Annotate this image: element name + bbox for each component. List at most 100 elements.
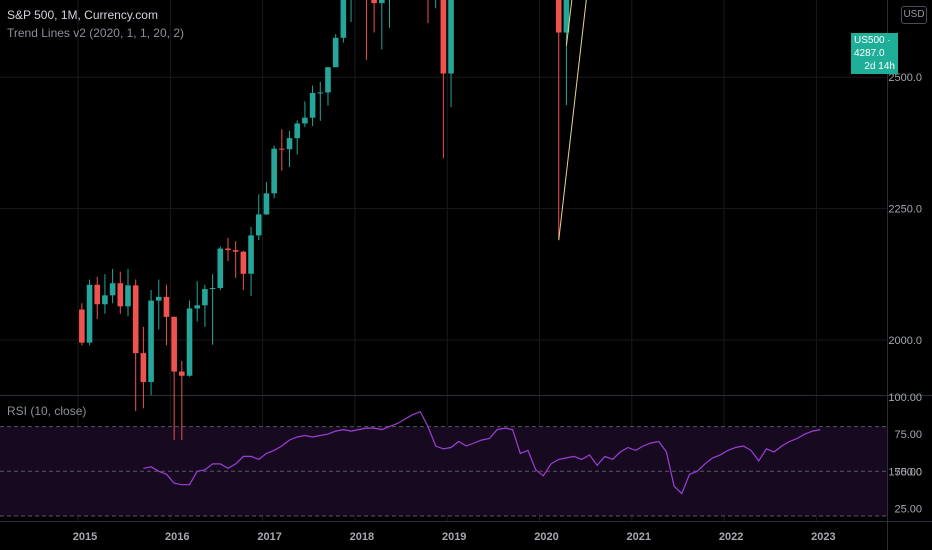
candle xyxy=(440,0,447,159)
currency-badge[interactable]: USD xyxy=(901,6,927,24)
rsi-band xyxy=(0,426,887,517)
price-tick-label: 2500.0 xyxy=(888,72,922,84)
candle xyxy=(232,241,239,278)
candle xyxy=(202,284,208,327)
time-axis[interactable]: 2015 2016 2017 2018 2019 2020 2021 2022 2023 xyxy=(73,531,836,543)
candle-body xyxy=(302,117,308,124)
rsi-series xyxy=(143,410,821,495)
rsi-tick-label: 25.00 xyxy=(894,504,922,516)
candle xyxy=(317,81,324,121)
candle xyxy=(86,279,93,346)
candle-body xyxy=(102,295,108,305)
candle xyxy=(371,0,377,33)
candle xyxy=(340,0,347,43)
candle-body xyxy=(94,284,101,305)
bar-countdown: 2d 14h xyxy=(864,61,895,72)
candle xyxy=(163,284,170,346)
candle xyxy=(194,281,201,322)
chart-title: S&P 500, 1M, Currency.com xyxy=(7,8,158,22)
candle-body xyxy=(555,0,562,33)
candle-body xyxy=(448,0,454,74)
price-tick-label: 2000.0 xyxy=(888,335,922,347)
rsi-tick-label: 50.00 xyxy=(894,466,922,478)
last-price-value: 4287.0 xyxy=(854,48,885,59)
candle-body xyxy=(117,283,124,307)
year-tick-label: 2022 xyxy=(719,531,743,543)
candle xyxy=(155,279,162,330)
year-tick-label: 2019 xyxy=(442,531,466,543)
candle-body xyxy=(86,284,93,343)
candle-body xyxy=(125,285,131,307)
price-axis[interactable]: 1750.02000.02250.02500.02750.03000.03250… xyxy=(888,0,922,478)
candle-body xyxy=(248,235,254,274)
candle xyxy=(79,303,85,346)
candle xyxy=(248,226,254,296)
price-candles xyxy=(79,0,570,440)
candle xyxy=(279,129,285,171)
price-tick-label: 1750.0 xyxy=(888,466,922,478)
candle xyxy=(94,276,101,319)
candle xyxy=(263,181,270,215)
year-tick-label: 2018 xyxy=(350,531,374,543)
candle xyxy=(240,250,247,291)
year-tick-label: 2020 xyxy=(534,531,558,543)
candle xyxy=(563,0,570,106)
candle-body xyxy=(202,289,208,306)
candle-body xyxy=(325,67,331,93)
candle-body xyxy=(371,0,377,4)
candle-body xyxy=(379,0,385,4)
candle-body xyxy=(186,308,193,376)
candle xyxy=(209,274,216,345)
candle xyxy=(255,194,262,241)
last-price-tag: US500 · 4287.0 2d 14h xyxy=(851,33,898,74)
candle xyxy=(435,0,437,9)
candle xyxy=(117,271,124,314)
year-tick-label: 2015 xyxy=(73,531,97,543)
candle xyxy=(109,269,116,304)
candle-body xyxy=(209,287,216,290)
candle xyxy=(294,120,301,155)
candle-body xyxy=(263,193,270,215)
candle xyxy=(427,0,429,24)
candle xyxy=(171,316,177,440)
candle xyxy=(132,279,139,411)
rsi-line xyxy=(143,410,821,495)
candle xyxy=(309,85,316,127)
candle xyxy=(365,0,367,60)
candle-body xyxy=(79,309,85,343)
year-tick-label: 2023 xyxy=(811,531,835,543)
last-price-symbol: US500 xyxy=(854,35,885,46)
candle xyxy=(350,0,352,23)
candle-body xyxy=(332,37,339,68)
candle-body xyxy=(148,300,154,383)
candle xyxy=(217,246,224,291)
candle xyxy=(179,361,185,440)
candle-body xyxy=(179,371,185,376)
candle-body xyxy=(155,296,162,301)
indicator-label[interactable]: Trend Lines v2 (2020, 1, 1, 20, 2) xyxy=(7,26,184,40)
candle xyxy=(286,130,293,168)
candle-body xyxy=(232,250,239,252)
rsi-tick-label: 75.00 xyxy=(894,429,922,441)
candle xyxy=(379,0,385,50)
rsi-tick-label: 100.00 xyxy=(888,392,922,404)
candle-body xyxy=(225,248,231,251)
candle xyxy=(302,101,308,128)
candle-body xyxy=(340,0,347,38)
candle xyxy=(271,145,277,199)
candle-body xyxy=(563,0,570,33)
rsi-label[interactable]: RSI (10, close) xyxy=(7,404,87,418)
candle-body xyxy=(132,285,139,354)
candle-body xyxy=(279,148,285,150)
candle-body xyxy=(317,92,324,94)
candle-body xyxy=(271,148,277,194)
candle xyxy=(148,290,154,396)
candle xyxy=(332,34,339,68)
rsi-axis[interactable]: 25.00 50.00 75.00 100.00 xyxy=(888,392,922,516)
year-tick-label: 2016 xyxy=(165,531,189,543)
candle-body xyxy=(294,123,301,139)
candle-body xyxy=(309,92,316,118)
last-price-row: US500 · 4287.0 xyxy=(854,34,895,60)
trendlines xyxy=(558,0,587,241)
